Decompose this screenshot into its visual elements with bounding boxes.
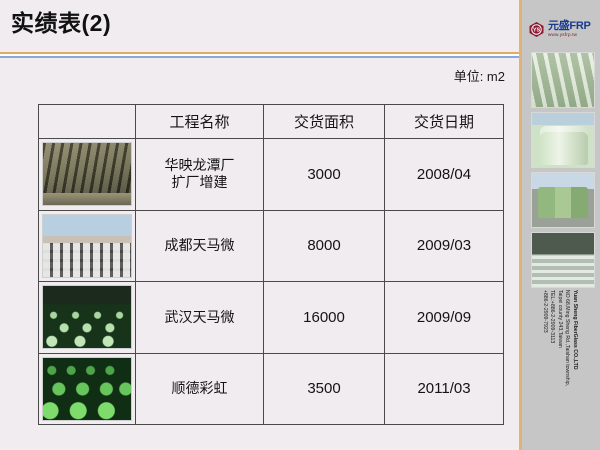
contact-address-line1: NO 68,Ming Sheng Rd.,Taishan township, <box>564 289 571 387</box>
ys-hexagon-icon: YS <box>528 21 545 38</box>
contact-fax: +886-2-2909-7923 <box>541 289 548 333</box>
table-row: 华映龙潭厂 扩厂增建 3000 2008/04 <box>38 138 504 211</box>
row-thumbnail-cell <box>38 281 136 354</box>
title-rule-blue <box>0 56 519 58</box>
table-row: 顺德彩虹 3500 2011/03 <box>38 352 504 425</box>
row-project-name: 华映龙潭厂 扩厂增建 <box>135 138 264 211</box>
row-delivery-date: 2009/03 <box>384 209 504 282</box>
row-project-name: 顺德彩虹 <box>135 352 264 425</box>
construction-site-grating-photo <box>42 213 132 278</box>
factory-floor-grating-photo <box>42 285 132 350</box>
logo-url-text: www.ysfrp.tw <box>548 31 578 37</box>
title-rule-orange <box>0 52 519 54</box>
contact-tel: TEL:+886-2-2909-3113 <box>549 289 556 344</box>
logo-brand-text: 元盛FRP <box>548 19 591 32</box>
contact-address-line2: Taipei county 243,Taiwan <box>556 289 563 348</box>
company-logo: YS 元盛FRP www.ysfrp.tw <box>528 16 598 42</box>
row-thumbnail-cell <box>38 209 136 282</box>
row-delivery-area: 16000 <box>263 281 385 354</box>
green-dome-grating-photo <box>42 356 132 421</box>
contact-company-name: Yuan Sheng FiberGlass CO.,LTD <box>571 289 578 370</box>
column-header-image <box>38 104 136 139</box>
brand-sidebar: YS 元盛FRP www.ysfrp.tw Yuan Sheng FiberGl… <box>519 0 600 450</box>
row-delivery-area: 3000 <box>263 138 385 211</box>
frp-ceiling-structure-photo <box>531 52 595 108</box>
row-thumbnail-cell <box>38 138 136 211</box>
company-contact-block: Yuan Sheng FiberGlass CO.,LTD NO 68,Ming… <box>519 288 600 438</box>
row-delivery-area: 8000 <box>263 209 385 282</box>
column-header-delivery-date: 交货日期 <box>384 104 504 139</box>
frp-large-tank-photo <box>531 112 595 168</box>
performance-table-wrapper: 工程名称 交货面积 交货日期 华映龙潭厂 扩厂增建 3000 2008/04 <box>38 104 504 425</box>
construction-beams-photo <box>42 142 132 207</box>
table-header-row: 工程名称 交货面积 交货日期 <box>38 104 504 139</box>
sidebar-photo-stack <box>531 52 595 292</box>
slide-header: 实绩表(2) <box>0 0 519 58</box>
unit-note: 单位: m2 <box>453 69 505 84</box>
table-row: 成都天马微 8000 2009/03 <box>38 209 504 282</box>
row-project-name: 成都天马微 <box>135 209 264 282</box>
frp-factory-floor-photo <box>531 232 595 288</box>
sidebar-accent-edge <box>519 0 522 450</box>
project-name-line1: 华映龙潭厂 <box>164 156 235 173</box>
title-rule-white <box>0 54 519 56</box>
row-delivery-area: 3500 <box>263 352 385 425</box>
column-header-delivery-area: 交货面积 <box>263 104 385 139</box>
row-delivery-date: 2008/04 <box>384 138 504 211</box>
table-row: 武汉天马微 16000 2009/09 <box>38 281 504 354</box>
svg-text:YS: YS <box>533 27 541 33</box>
row-project-name: 武汉天马微 <box>135 281 264 354</box>
performance-table: 工程名称 交货面积 交货日期 华映龙潭厂 扩厂增建 3000 2008/04 <box>38 104 504 425</box>
row-delivery-date: 2011/03 <box>384 352 504 425</box>
frp-tank-farm-photo <box>531 172 595 228</box>
column-header-project-name: 工程名称 <box>135 104 264 139</box>
page-title: 实绩表(2) <box>11 10 112 36</box>
row-delivery-date: 2009/09 <box>384 281 504 354</box>
row-thumbnail-cell <box>38 352 136 425</box>
project-name-line2: 扩厂增建 <box>171 174 228 191</box>
